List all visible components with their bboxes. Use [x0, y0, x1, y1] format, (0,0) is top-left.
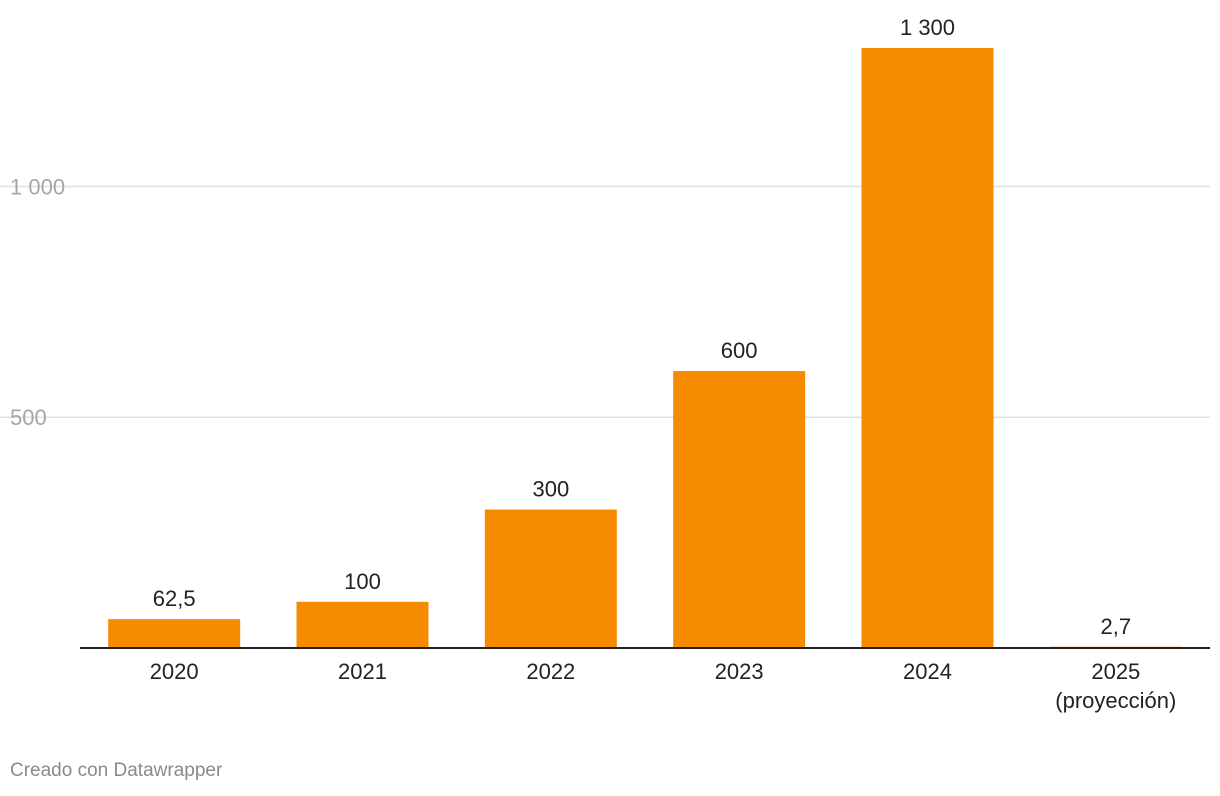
bar — [861, 48, 994, 648]
bar — [484, 509, 617, 648]
x-tick-label: 2021 — [338, 659, 387, 684]
bar — [673, 371, 806, 648]
bar — [108, 619, 241, 648]
value-label: 1 300 — [900, 15, 955, 40]
x-tick-label: 2023 — [715, 659, 764, 684]
value-label: 100 — [344, 569, 381, 594]
gridlines: 500 1 000 — [0, 174, 1210, 430]
x-tick-label: 2025 — [1091, 659, 1140, 684]
value-label: 300 — [532, 477, 569, 502]
x-tick-label: 2020 — [150, 659, 199, 684]
value-label: 62,5 — [153, 586, 196, 611]
x-tick-label: (proyección) — [1055, 688, 1176, 713]
bar — [296, 601, 429, 648]
bars — [108, 48, 1182, 648]
value-label: 600 — [721, 338, 758, 363]
value-labels: 62,5 100 300 600 1 300 2,7 — [153, 15, 1131, 639]
x-axis: 2020 2021 2022 2023 2024 2025 (proyección) — [80, 647, 1210, 713]
x-tick-label: 2022 — [526, 659, 575, 684]
y-tick-label: 500 — [10, 405, 47, 430]
credit-text: Creado con Datawrapper — [10, 760, 223, 781]
value-label: 2,7 — [1101, 614, 1132, 639]
x-tick-label: 2024 — [903, 659, 952, 684]
y-tick-label: 1 000 — [10, 174, 65, 199]
